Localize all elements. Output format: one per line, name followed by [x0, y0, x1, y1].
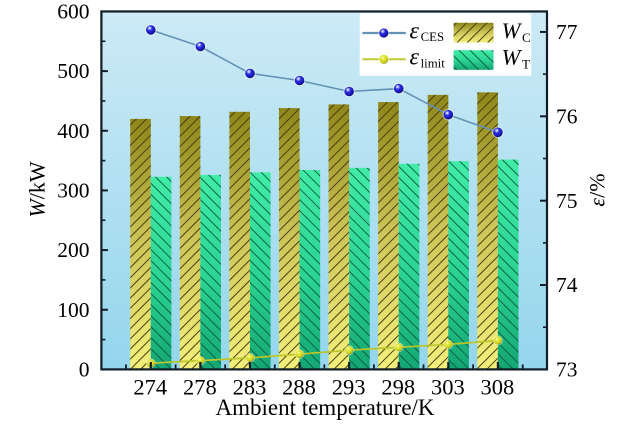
svg-text:274: 274 — [133, 375, 167, 400]
svg-text:75: 75 — [556, 189, 578, 213]
svg-text:600: 600 — [57, 0, 89, 24]
svg-text:300: 300 — [57, 179, 89, 203]
svg-text:ε: ε — [410, 45, 420, 71]
svg-text:W: W — [502, 18, 523, 43]
svg-text:74: 74 — [556, 273, 578, 297]
svg-text:T: T — [522, 56, 530, 71]
svg-text:W: W — [502, 44, 523, 69]
svg-text:278: 278 — [183, 375, 217, 400]
svg-text:77: 77 — [556, 20, 578, 44]
svg-text:298: 298 — [381, 375, 415, 400]
svg-text:308: 308 — [481, 375, 515, 400]
svg-text:limit: limit — [421, 57, 446, 71]
svg-text:C: C — [522, 30, 531, 45]
svg-text:W/kW: W/kW — [25, 161, 50, 217]
svg-text:Ambient temperature/K: Ambient temperature/K — [215, 395, 434, 420]
svg-text:283: 283 — [233, 375, 267, 400]
svg-text:200: 200 — [57, 238, 89, 262]
svg-text:CES: CES — [421, 30, 444, 44]
svg-text:100: 100 — [57, 298, 89, 322]
svg-text:400: 400 — [57, 119, 89, 143]
svg-text:288: 288 — [282, 375, 316, 400]
svg-text:0: 0 — [79, 358, 90, 382]
svg-text:303: 303 — [431, 375, 465, 400]
svg-text:76: 76 — [556, 104, 578, 128]
svg-text:ε: ε — [410, 18, 420, 44]
svg-text:73: 73 — [556, 358, 578, 382]
svg-text:500: 500 — [57, 59, 89, 83]
svg-text:ε/%: ε/% — [585, 173, 610, 206]
svg-text:293: 293 — [332, 375, 366, 400]
